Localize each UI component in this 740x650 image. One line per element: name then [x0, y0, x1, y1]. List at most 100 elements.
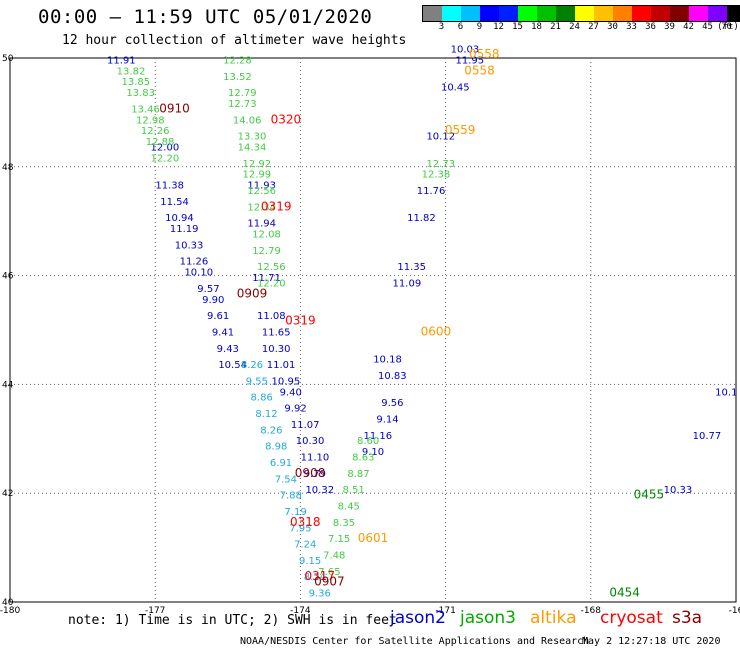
wave-height-value: 11.95: [455, 55, 484, 66]
wave-height-value: 12.88: [146, 137, 175, 148]
colorbar-swatch: [708, 6, 727, 21]
wave-height-value: 11.26: [180, 257, 209, 268]
colorbar-swatch: [423, 6, 442, 21]
wave-height-value: 12.20: [151, 153, 180, 164]
pass-time-label: 0455: [634, 488, 665, 502]
wave-height-value: 12.79: [228, 88, 257, 99]
colorbar-label: 30: [607, 22, 618, 32]
colorbar-swatch: [461, 6, 480, 21]
wave-height-value: 10.18: [373, 355, 402, 366]
wave-height-value: 7.88: [280, 491, 302, 502]
wave-height-value: 8.12: [255, 409, 277, 420]
colorbar-label: 70: [721, 22, 732, 32]
wave-height-value: 12.56: [257, 262, 286, 273]
wave-height-value: 12.73: [228, 99, 257, 110]
wave-height-value: 12.34: [247, 202, 276, 213]
wave-height-value: 13.82: [117, 66, 146, 77]
wave-height-value: 11.09: [393, 278, 422, 289]
wave-height-value: 9.15: [299, 556, 321, 567]
wave-height-value: 12.28: [223, 55, 252, 66]
colorbar-label: 12: [493, 22, 504, 32]
plot-frame: [9, 57, 737, 603]
x-tick-label: -168: [581, 606, 602, 616]
wave-height-value: 12.08: [252, 230, 281, 241]
legend-altika: altika: [530, 608, 577, 628]
wave-height-value: 12.73: [426, 159, 455, 170]
wave-height-value: 10.30: [296, 436, 325, 447]
colorbar-label: 45: [702, 22, 713, 32]
pass-time-label: 0320: [271, 112, 302, 126]
footer-note: note: 1) Time is in UTC; 2) SWH is in fe…: [68, 613, 397, 628]
wave-height-value: 11.71: [252, 273, 281, 284]
pass-time-label: 0600: [421, 324, 452, 338]
wave-height-value: 10.95: [272, 376, 301, 387]
wave-height-value: 9.92: [284, 404, 306, 415]
wave-height-value: 9.90: [202, 295, 224, 306]
x-tick-label: -171: [435, 606, 455, 616]
x-tick-label: -180: [0, 606, 20, 616]
colorbar-label: 21: [550, 22, 561, 32]
colorbar-label: 24: [569, 22, 580, 32]
wave-height-value: 10.12: [426, 132, 455, 143]
legend-s3a: s3a: [672, 608, 703, 628]
wave-height-value: 8.51: [343, 485, 365, 496]
wave-height-value: 9.36: [309, 589, 331, 600]
wave-height-value: 8.63: [352, 453, 374, 464]
y-tick-label: 46: [2, 272, 14, 282]
colorbar-label: 3: [438, 22, 445, 32]
generation-timestamp: May 2 12:27:18 UTC 2020: [582, 636, 721, 647]
wave-height-value: 10.10: [184, 268, 213, 279]
colorbar-swatch: [689, 6, 708, 21]
wave-height-value: 10.33: [664, 485, 693, 496]
page-title: 00:00 – 11:59 UTC 05/01/2020: [38, 6, 373, 28]
wave-height-value: 11.94: [247, 219, 276, 230]
wave-height-value: 10.30: [262, 344, 291, 355]
wave-height-value: 8.26: [260, 425, 282, 436]
wave-height-value: 13.85: [122, 77, 151, 88]
wave-height-value: 12.98: [136, 115, 165, 126]
wave-height-value: 7.19: [284, 507, 306, 518]
colorbar-swatch: [499, 6, 518, 21]
wave-height-value: 9.56: [381, 398, 403, 409]
wave-height-value: 9.43: [217, 344, 239, 355]
colorbar-swatch: [556, 6, 575, 21]
pass-time-label: 0317: [304, 569, 335, 583]
pass-time-label: 0319: [285, 314, 316, 328]
y-tick-label: 42: [2, 489, 13, 499]
wave-height-value: 7.15: [328, 534, 350, 545]
colorbar-label: 42: [683, 22, 694, 32]
wave-height-value: 12.00: [151, 142, 180, 153]
wave-height-value: 7.95: [289, 523, 311, 534]
wave-height-value: 12.99: [243, 170, 272, 181]
colorbar-label: 33: [626, 22, 637, 32]
wave-height-value: 7.54: [275, 474, 297, 485]
colorbar-label: 18: [531, 22, 542, 32]
wave-height-value: 9.40: [280, 387, 302, 398]
wave-height-value: 7.65: [318, 567, 340, 578]
colorbar-swatch: [727, 6, 740, 21]
colorbar-swatch: [632, 6, 651, 21]
wave-height-value: 11.07: [291, 420, 320, 431]
wave-height-value: 9.61: [207, 311, 229, 322]
wave-height-value: 7.48: [323, 550, 345, 561]
wave-height-value: 8.60: [357, 436, 379, 447]
x-tick-label: -174: [290, 606, 311, 616]
wave-height-value: 11.10: [301, 453, 330, 464]
wave-height-value: 10.1: [715, 387, 737, 398]
legend-cryosat: cryosat: [600, 608, 663, 628]
legend-jason3: jason3: [460, 608, 516, 628]
x-tick-label: -177: [145, 606, 165, 616]
wave-height-value: 11.19: [170, 224, 199, 235]
wave-height-value: 9.55: [246, 376, 268, 387]
wave-height-value: 11.76: [417, 186, 446, 197]
wave-height-value: 14.34: [238, 142, 267, 153]
colorbar-swatch: [518, 6, 537, 21]
colorbar-label: 39: [664, 22, 675, 32]
colorbar-swatch: [480, 6, 499, 21]
wave-height-value: 10.45: [441, 83, 470, 94]
page-subtitle: 12 hour collection of altimeter wave hei…: [62, 33, 407, 48]
wave-height-value: 12.20: [257, 278, 286, 289]
wave-height-value: 9.14: [376, 414, 398, 425]
colorbar-swatch: [594, 6, 613, 21]
